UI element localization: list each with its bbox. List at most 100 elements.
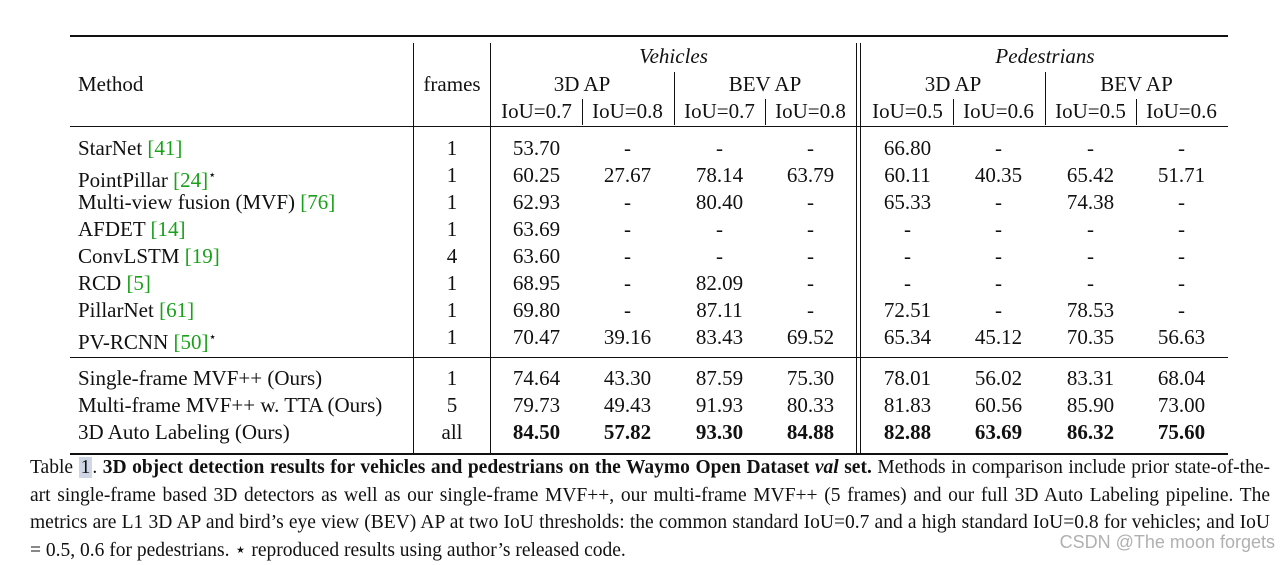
- metric-value: 49.43: [603, 393, 652, 417]
- frames-value: 1: [446, 298, 458, 322]
- metric-value: 70.35: [1066, 325, 1115, 349]
- method-label: ConvLSTM: [78, 244, 185, 268]
- metric-value: 60.11: [884, 163, 931, 187]
- metric-value: 63.60: [512, 244, 561, 268]
- header-iou-2: IoU=0.7: [684, 99, 755, 123]
- method-separator: [413, 43, 414, 453]
- metric-value: 82.09: [695, 271, 744, 295]
- caption-title: 3D object detection results for vehicles…: [103, 457, 872, 478]
- metric-value: 80.40: [695, 190, 744, 214]
- metric-value: 73.00: [1157, 393, 1206, 417]
- caption-table-number[interactable]: 1: [78, 457, 93, 478]
- metric-value: 60.25: [512, 163, 561, 187]
- header-iou-7: IoU=0.6: [1146, 99, 1217, 123]
- iou-separator-1: [765, 99, 766, 125]
- frames-value: 1: [446, 271, 458, 295]
- metric-value: 78.01: [883, 366, 932, 390]
- frames-value: 1: [446, 325, 458, 349]
- caption-prefix: Table: [30, 457, 79, 478]
- frames-value: 4: [446, 244, 458, 268]
- method-label: StarNet: [78, 136, 148, 160]
- watermark: CSDN @The moon forgets: [1059, 532, 1275, 552]
- metric-value: 75.60: [1157, 420, 1206, 444]
- metric-value: 74.38: [1066, 190, 1115, 214]
- metric-value: 78.14: [695, 163, 744, 187]
- metric-value: -: [1178, 298, 1185, 322]
- metric-value: 68.95: [512, 271, 561, 295]
- header-vehicles-bev-ap: BEV AP: [728, 72, 802, 96]
- method-label: Single-frame MVF++ (Ours): [78, 366, 323, 390]
- caption-title-val: val: [814, 457, 839, 478]
- metric-value: -: [807, 298, 814, 322]
- metric-value: 79.73: [512, 393, 561, 417]
- frames-value: all: [441, 420, 463, 444]
- metric-value: 82.88: [883, 420, 932, 444]
- metric-value: -: [995, 190, 1002, 214]
- metric-value: 93.30: [695, 420, 744, 444]
- metric-value: 87.59: [695, 366, 744, 390]
- metric-value: -: [1178, 217, 1185, 241]
- metric-value: -: [995, 136, 1002, 160]
- metric-value: 83.31: [1066, 366, 1115, 390]
- group-rule: [70, 357, 1228, 358]
- frames-value: 1: [446, 163, 458, 187]
- metric-value: 65.33: [883, 190, 932, 214]
- top-rule: [70, 35, 1228, 37]
- metric-value: -: [807, 244, 814, 268]
- metric-value: 27.67: [603, 163, 652, 187]
- header-method: Method: [78, 72, 144, 96]
- header-vehicles: Vehicles: [639, 44, 708, 68]
- metric-value: -: [1087, 271, 1094, 295]
- metric-value: 56.02: [974, 366, 1023, 390]
- citation-link[interactable]: [76]: [300, 190, 336, 214]
- metric-value: -: [1178, 190, 1185, 214]
- citation-link[interactable]: [24]: [173, 168, 209, 192]
- iou-separator-2: [953, 99, 954, 125]
- citation-link[interactable]: [50]: [173, 330, 209, 354]
- metric-value: -: [807, 136, 814, 160]
- method-name: PointPillar [24]⋆: [78, 163, 216, 192]
- method-name: Single-frame MVF++ (Ours): [78, 366, 322, 390]
- method-name: PillarNet [61]: [78, 298, 194, 322]
- header-iou-5: IoU=0.6: [963, 99, 1034, 123]
- citation-link[interactable]: [61]: [159, 298, 195, 322]
- metric-value: -: [807, 217, 814, 241]
- metric-value: 87.11: [696, 298, 743, 322]
- method-name: RCD [5]: [78, 271, 151, 295]
- citation-link[interactable]: [5]: [126, 271, 151, 295]
- reproduced-marker: ⋆: [208, 329, 217, 344]
- iou-separator-3: [1136, 99, 1137, 125]
- metric-value: -: [1178, 136, 1185, 160]
- metric-value: 63.69: [974, 420, 1023, 444]
- metric-value: 69.80: [512, 298, 561, 322]
- metric-value: 65.34: [883, 325, 932, 349]
- iou-separator-0: [582, 99, 583, 125]
- metric-value: 45.12: [974, 325, 1023, 349]
- header-iou-3: IoU=0.8: [775, 99, 846, 123]
- metric-value: 83.43: [695, 325, 744, 349]
- method-label: RCD: [78, 271, 127, 295]
- metric-value: -: [624, 217, 631, 241]
- method-name: StarNet [41]: [78, 136, 182, 160]
- metric-value: 85.90: [1066, 393, 1115, 417]
- header-pedestrians: Pedestrians: [995, 44, 1095, 68]
- method-label: PointPillar: [78, 168, 174, 192]
- method-name: Multi-frame MVF++ w. TTA (Ours): [78, 393, 382, 417]
- citation-link[interactable]: [14]: [150, 217, 186, 241]
- metric-value: -: [995, 217, 1002, 241]
- metric-value: -: [716, 217, 723, 241]
- citation-link[interactable]: [41]: [147, 136, 183, 160]
- metric-value: -: [716, 244, 723, 268]
- caption-title-a: 3D object detection results for vehicles…: [102, 457, 815, 478]
- citation-link[interactable]: [19]: [184, 244, 220, 268]
- metric-value: -: [807, 271, 814, 295]
- method-label: Multi-frame MVF++ w. TTA (Ours): [78, 393, 383, 417]
- header-rule: [70, 126, 1228, 127]
- group-double-separator-a: [856, 43, 857, 453]
- method-label: 3D Auto Labeling (Ours): [78, 420, 290, 444]
- metric-value: 91.93: [695, 393, 744, 417]
- frames-separator: [490, 43, 491, 453]
- metric-value: 70.47: [512, 325, 561, 349]
- metric-value: -: [904, 217, 911, 241]
- method-name: 3D Auto Labeling (Ours): [78, 420, 290, 444]
